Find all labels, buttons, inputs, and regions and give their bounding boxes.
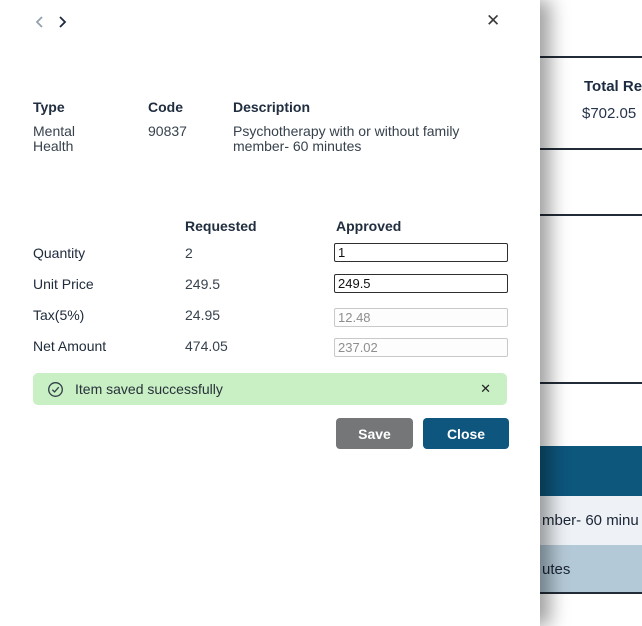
field-label-tax: Tax(5%): [33, 307, 85, 323]
column-header-approved: Approved: [336, 218, 402, 234]
approved-net-amount-input: [334, 338, 508, 357]
bg-divider-2: [540, 148, 642, 150]
requested-quantity: 2: [185, 245, 193, 261]
bg-row-text: mber- 60 minu: [542, 512, 639, 529]
bg-row-text: utes: [542, 561, 571, 578]
chevron-right-icon[interactable]: [55, 15, 69, 29]
bg-card-top-border: [540, 214, 642, 216]
bg-total-label: Total Re: [584, 78, 642, 95]
field-label-unit-price: Unit Price: [33, 276, 94, 292]
background-page: Total Re $702.05 mber- 60 minu utes: [540, 0, 642, 626]
bg-card-bottom-border: [540, 382, 642, 384]
bg-table-row-selected: utes: [540, 545, 642, 592]
check-circle-icon: [48, 381, 63, 397]
bg-divider-bottom: [540, 592, 642, 594]
item-type: Mental Health: [33, 123, 76, 154]
save-button[interactable]: Save: [336, 418, 413, 449]
requested-net-amount: 474.05: [185, 338, 228, 354]
field-label-net-amount: Net Amount: [33, 338, 107, 354]
close-button[interactable]: Close: [423, 418, 509, 449]
banner-close-icon[interactable]: ✕: [480, 381, 491, 396]
chevron-left-icon[interactable]: [33, 15, 47, 29]
approved-quantity-input[interactable]: [334, 243, 508, 262]
requested-tax: 24.95: [185, 307, 221, 323]
close-icon[interactable]: ✕: [486, 11, 501, 30]
column-header-type: Type: [33, 99, 65, 115]
column-header-requested: Requested: [185, 218, 257, 234]
bg-total-value: $702.05: [582, 105, 637, 122]
success-banner: Item saved successfully ✕: [33, 373, 507, 405]
approved-unit-price-input[interactable]: [334, 274, 508, 293]
bg-divider-top: [540, 56, 642, 58]
bg-table-row: mber- 60 minu: [540, 496, 642, 545]
approved-tax-input: [334, 308, 508, 327]
bg-table-header-band: [540, 446, 642, 496]
item-description: Psychotherapy with or without family mem…: [233, 123, 460, 154]
column-header-description: Description: [233, 99, 311, 115]
requested-unit-price: 249.5: [185, 276, 221, 292]
field-label-quantity: Quantity: [33, 245, 86, 261]
item-code: 90837: [148, 123, 187, 139]
item-edit-dialog: ✕ Type Code Description Mental Health 90…: [33, 11, 509, 449]
column-header-code: Code: [148, 99, 183, 115]
success-banner-message: Item saved successfully: [75, 381, 223, 397]
